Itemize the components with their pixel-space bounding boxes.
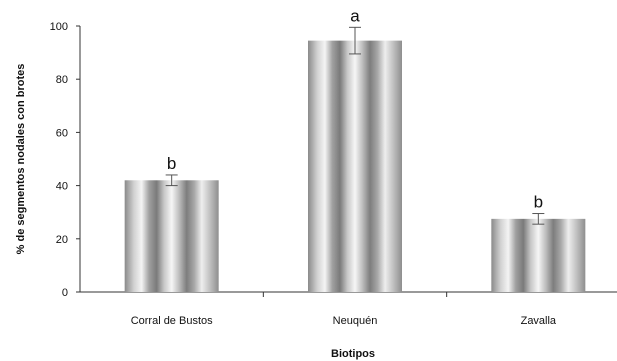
significance-letter: b [167,154,176,173]
x-tick-label: Zavalla [521,315,557,327]
y-tick-label: 40 [56,181,68,193]
y-tick-label: 80 [56,74,68,86]
y-axis-ticks: 0 20 40 60 80 100 [50,21,80,299]
y-tick-label: 100 [50,21,68,33]
significance-letter: a [350,6,360,25]
bar-neuqu-n [308,40,402,292]
x-tick-label: Corral de Bustos [131,315,213,327]
significance-letters-group: b a b [167,6,543,211]
bar-zavalla [491,218,586,292]
x-axis-ticks [262,292,448,297]
y-tick-label: 60 [56,127,68,139]
significance-letter: b [534,193,543,212]
y-tick-label: 20 [56,234,68,246]
x-tick-labels-group: Corral de Bustos Neuquén Zavalla [131,315,557,327]
error-bars-group [165,26,545,225]
y-axis-title: % de segmentos nodales con brotes [15,64,27,255]
x-axis-title: Biotipos [331,348,375,360]
x-tick-label: Neuquén [333,315,378,327]
bars-group [124,40,586,292]
bar-corral-de-bustos [124,180,219,292]
y-tick-label: 0 [62,287,68,299]
